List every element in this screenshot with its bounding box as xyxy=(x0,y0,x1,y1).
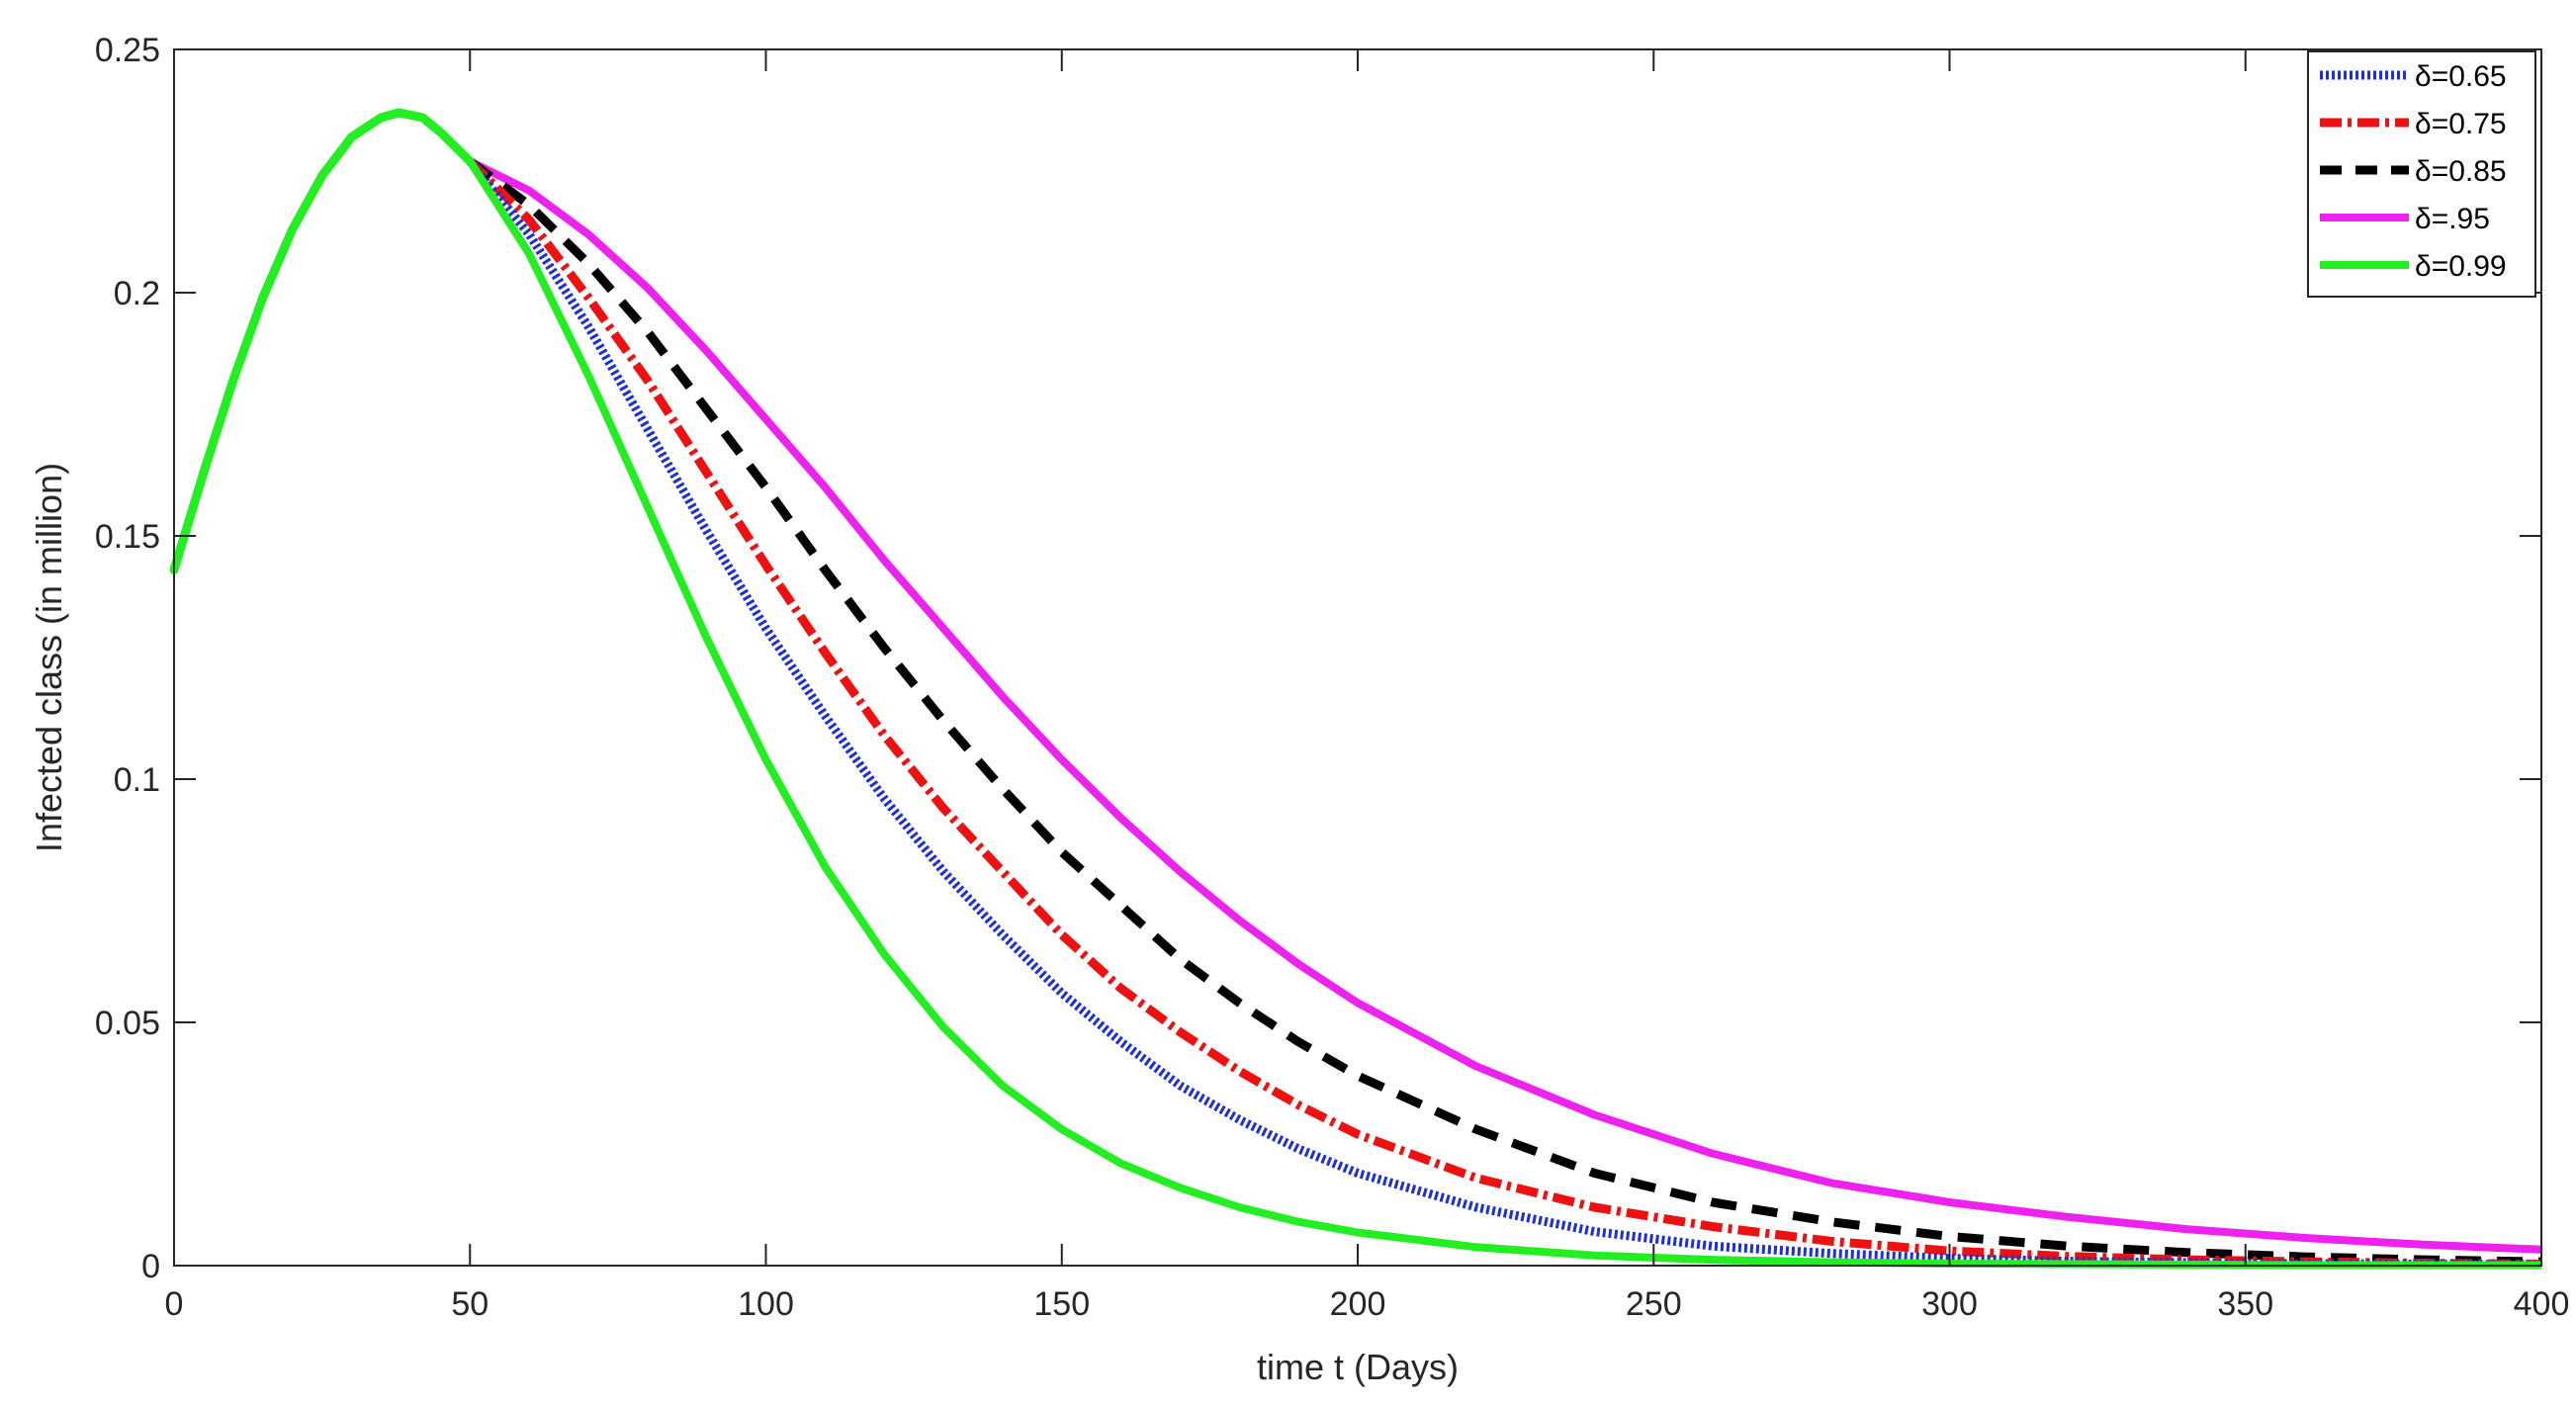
series-line-3 xyxy=(468,157,2542,1254)
y-tick-label: 0.15 xyxy=(95,518,160,556)
x-tick-label: 0 xyxy=(165,1285,184,1323)
y-tick-label: 0.1 xyxy=(114,761,160,799)
y-tick-label: 0.05 xyxy=(95,1005,160,1042)
series-group xyxy=(169,108,2542,1270)
legend: δ=0.65 δ=0.75 δ=0.85 δ=.95 δ=0.99 xyxy=(2307,50,2536,298)
legend-label-4: δ=0.99 xyxy=(2415,250,2507,283)
x-axis-label: time t (Days) xyxy=(1257,1347,1459,1387)
y-axis-label: Infected class (in million) xyxy=(29,463,69,852)
x-tick-label: 300 xyxy=(1921,1285,1978,1323)
series-line-4 xyxy=(466,159,2541,1270)
tick-group: 0 50 100 150 200 250 300 350 400 0 0.05 0.1 0.15 0.2 0… xyxy=(95,32,2570,1323)
y-tick-label: 0.2 xyxy=(114,275,160,312)
legend-label-0: δ=0.65 xyxy=(2415,60,2507,93)
legend-box xyxy=(2307,50,2536,298)
legend-label-3: δ=.95 xyxy=(2415,203,2490,235)
x-tick-label: 200 xyxy=(1330,1285,1386,1323)
x-tick-label: 400 xyxy=(2514,1285,2570,1323)
x-tick-label: 150 xyxy=(1033,1285,1090,1323)
legend-label-2: δ=0.85 xyxy=(2415,155,2507,188)
x-tick-label: 250 xyxy=(1626,1285,1682,1323)
plot-background xyxy=(174,49,2541,1266)
x-tick-label: 100 xyxy=(738,1285,794,1323)
y-tick-label: 0.25 xyxy=(95,32,160,69)
x-tick-label: 50 xyxy=(451,1285,489,1323)
x-tick-label: 350 xyxy=(2217,1285,2273,1323)
y-tick-label: 0 xyxy=(141,1248,160,1285)
series-line-2 xyxy=(467,157,2542,1267)
series-line-1 xyxy=(467,157,2542,1269)
shared-initial-curve xyxy=(169,108,475,574)
legend-label-1: δ=0.75 xyxy=(2415,108,2507,140)
